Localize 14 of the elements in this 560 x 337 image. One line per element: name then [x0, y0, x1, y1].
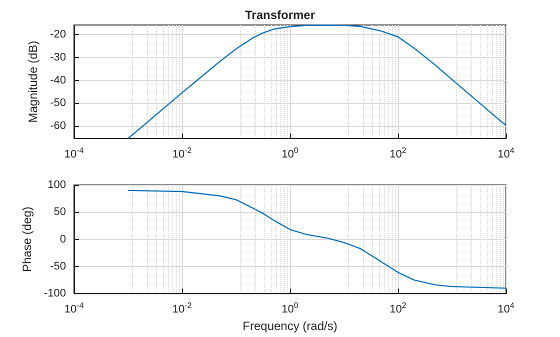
y-tick-label: -100 — [44, 288, 66, 300]
y-tick-label: -20 — [50, 28, 66, 41]
y-tick-label: 100 — [48, 179, 66, 191]
x-axis-title: Frequency (rad/s) — [242, 319, 338, 333]
y-tick-label: 0 — [60, 233, 66, 246]
y-axis-title: Magnitude (dB) — [26, 40, 40, 123]
y-tick-label: -40 — [50, 74, 66, 86]
y-tick-label: -50 — [50, 97, 66, 110]
y-tick-label: 50 — [54, 206, 66, 218]
y-tick-label: -60 — [50, 120, 66, 132]
y-tick-label: -30 — [50, 51, 66, 64]
chart-title: Transformer — [244, 8, 316, 22]
y-axis-title: Phase (deg) — [20, 206, 34, 272]
y-tick-label: -50 — [50, 260, 66, 272]
